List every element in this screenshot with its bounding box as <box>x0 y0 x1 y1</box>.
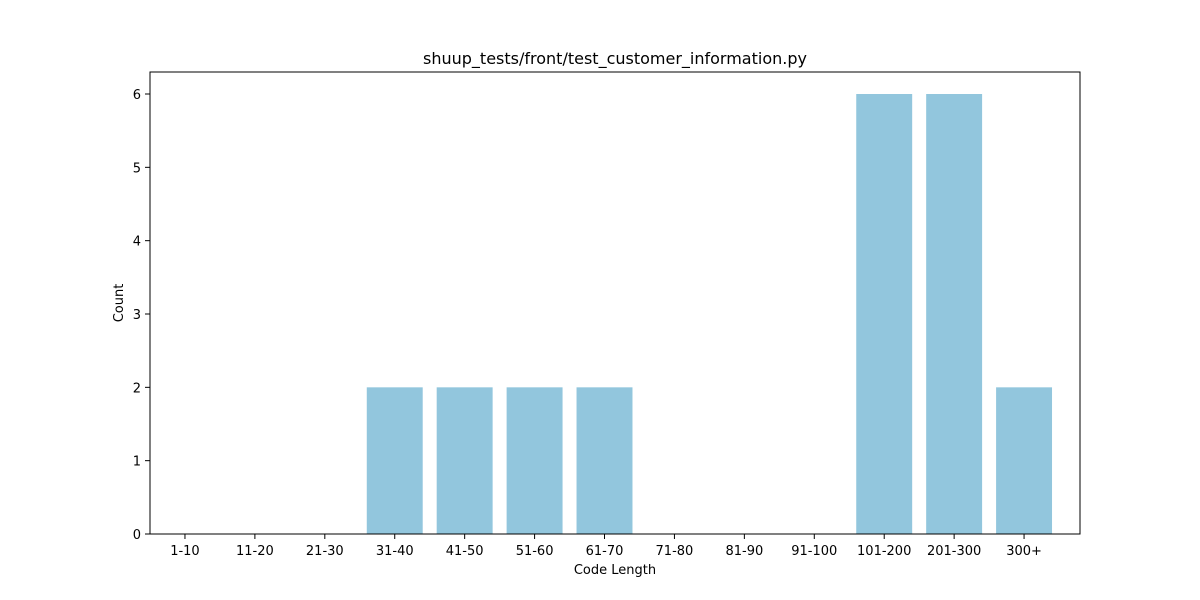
y-tick-label: 2 <box>133 381 141 396</box>
y-axis-label: Count <box>112 284 127 323</box>
x-axis-label: Code Length <box>574 563 656 578</box>
x-tick-label: 21-30 <box>306 544 344 559</box>
plot-area-frame <box>149 71 1081 535</box>
x-tick-label: 101-200 <box>857 544 911 559</box>
y-tick-label: 6 <box>133 88 141 103</box>
bar-41-50 <box>436 387 493 534</box>
x-tick-label: 51-60 <box>516 544 554 559</box>
bar-101-200 <box>856 94 913 534</box>
x-tick-label: 31-40 <box>376 544 414 559</box>
y-tick-label: 3 <box>133 308 141 323</box>
bar-300+ <box>996 387 1053 534</box>
x-tick-label: 41-50 <box>446 544 484 559</box>
x-tick-label: 71-80 <box>656 544 694 559</box>
x-tick-label: 300+ <box>1006 544 1042 559</box>
x-tick-label: 81-90 <box>725 544 763 559</box>
x-tick-label: 61-70 <box>586 544 624 559</box>
x-tick-label: 91-100 <box>791 544 837 559</box>
bar-51-60 <box>506 387 563 534</box>
bar-31-40 <box>366 387 423 534</box>
x-tick-label: 11-20 <box>236 544 274 559</box>
x-tick-label: 1-10 <box>170 544 200 559</box>
y-axis: 0 1 2 3 4 5 6 <box>133 88 150 543</box>
bars-group <box>366 94 1053 534</box>
y-tick-label: 0 <box>133 528 141 543</box>
chart-title: shuup_tests/front/test_customer_informat… <box>423 49 807 69</box>
y-tick-label: 4 <box>133 235 141 250</box>
x-axis: 1-10 11-20 21-30 31-40 41-50 51-60 61-70 71-80 8… <box>170 534 1042 559</box>
y-tick-label: 5 <box>133 161 141 176</box>
bar-61-70 <box>576 387 633 534</box>
x-tick-label: 201-300 <box>927 544 981 559</box>
bar-201-300 <box>926 94 983 534</box>
y-tick-label: 1 <box>133 455 141 470</box>
